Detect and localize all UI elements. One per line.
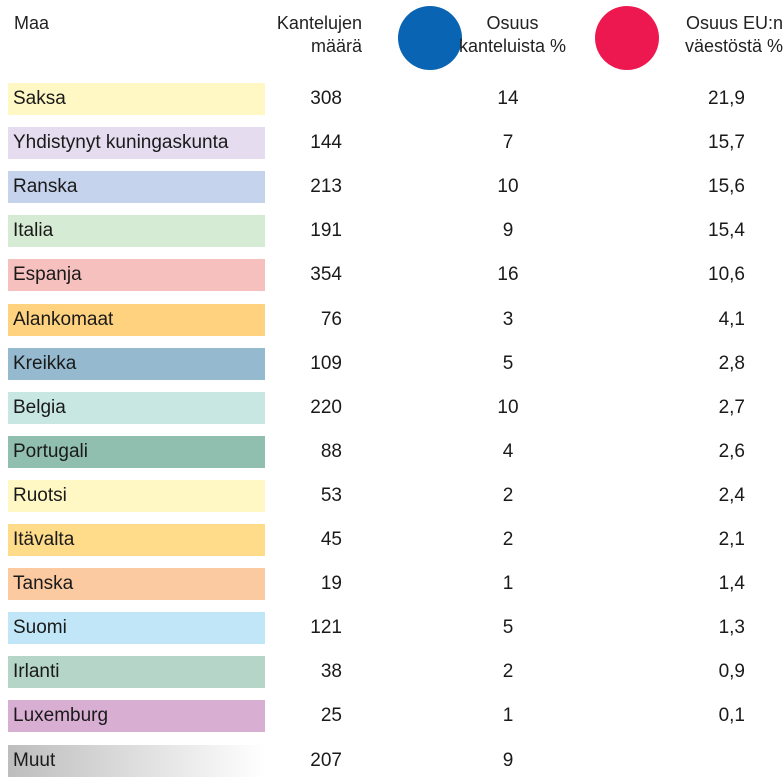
population-share: 2,1 — [718, 529, 745, 550]
complaint-share: 16 — [497, 264, 519, 286]
column-header: Osuus EU:n — [685, 13, 783, 33]
complaint-share: 3 — [502, 308, 514, 330]
complaint-count: 121 — [310, 617, 342, 639]
country-label: Italia — [8, 215, 265, 248]
country-label: Ranska — [8, 171, 265, 204]
column-header: väestöstä % — [684, 36, 783, 56]
complaint-share: 1 — [502, 573, 514, 595]
legend-dot — [398, 6, 462, 70]
complaint-count: 191 — [310, 220, 342, 242]
column-header: kanteluista % — [458, 36, 567, 56]
country-label: Itävalta — [8, 524, 265, 556]
complaint-share: 1 — [502, 705, 514, 727]
country-label: Espanja — [8, 259, 265, 292]
complaint-count: 38 — [320, 661, 342, 683]
population-share: 10,6 — [708, 264, 745, 286]
population-share: 2,8 — [718, 352, 745, 374]
complaint-count: 53 — [320, 484, 342, 506]
country-label: Irlanti — [8, 656, 265, 689]
column-header: Maa — [14, 13, 50, 33]
population-share: 2,7 — [718, 396, 745, 418]
complaint-share: 7 — [502, 132, 514, 154]
complaint-count: 354 — [310, 264, 342, 286]
complaint-share: 2 — [502, 529, 514, 550]
complaint-share: 2 — [502, 661, 514, 683]
country-label: Saksa — [8, 83, 265, 115]
complaint-count: 25 — [320, 705, 342, 727]
country-label: Portugali — [8, 435, 265, 468]
country-label: Luxemburg — [8, 700, 265, 733]
population-share: 15,7 — [708, 132, 745, 154]
complaint-share: 2 — [502, 484, 514, 506]
complaint-count: 19 — [320, 573, 342, 595]
complaint-share: 14 — [497, 88, 519, 109]
complaint-count: 109 — [310, 352, 342, 374]
population-share: 15,4 — [708, 220, 745, 242]
country-label: Suomi — [8, 612, 265, 645]
complaint-count: 144 — [310, 132, 342, 154]
country-label: Muut — [8, 744, 265, 777]
complaint-share: 9 — [502, 220, 514, 242]
country-label: Tanska — [8, 568, 265, 601]
population-share: 2,6 — [718, 440, 745, 462]
complaint-share: 4 — [502, 440, 514, 462]
population-share: 1,4 — [718, 573, 745, 595]
population-share: 15,6 — [708, 176, 745, 198]
complaint-count: 76 — [320, 308, 342, 330]
country-label: Kreikka — [8, 347, 265, 380]
complaint-count: 213 — [310, 176, 342, 198]
complaint-count: 207 — [310, 749, 342, 771]
country-label: Belgia — [8, 391, 265, 424]
population-share: 21,9 — [708, 88, 745, 109]
country-label: Ruotsi — [8, 479, 265, 512]
country-label: Alankomaat — [8, 303, 265, 336]
column-header: määrä — [310, 36, 362, 56]
column-header: Osuus — [486, 13, 539, 33]
population-share: 2,4 — [718, 484, 745, 506]
complaint-count: 45 — [320, 529, 342, 550]
population-share: 0,1 — [718, 705, 745, 727]
complaint-share: 10 — [497, 396, 519, 418]
population-share: 4,1 — [718, 308, 745, 330]
complaint-share: 9 — [502, 749, 514, 771]
complaint-count: 88 — [320, 440, 342, 462]
country-label: Yhdistynyt kuningaskunta — [8, 127, 265, 160]
complaint-share: 5 — [502, 352, 514, 374]
complaint-share: 10 — [497, 176, 519, 198]
population-share: 0,9 — [718, 661, 745, 683]
complaint-count: 308 — [310, 88, 342, 109]
complaint-share: 5 — [502, 617, 514, 639]
population-share: 1,3 — [718, 617, 745, 639]
legend-dot — [595, 6, 659, 70]
complaint-count: 220 — [310, 396, 342, 418]
column-header: Kantelujen — [276, 13, 362, 33]
